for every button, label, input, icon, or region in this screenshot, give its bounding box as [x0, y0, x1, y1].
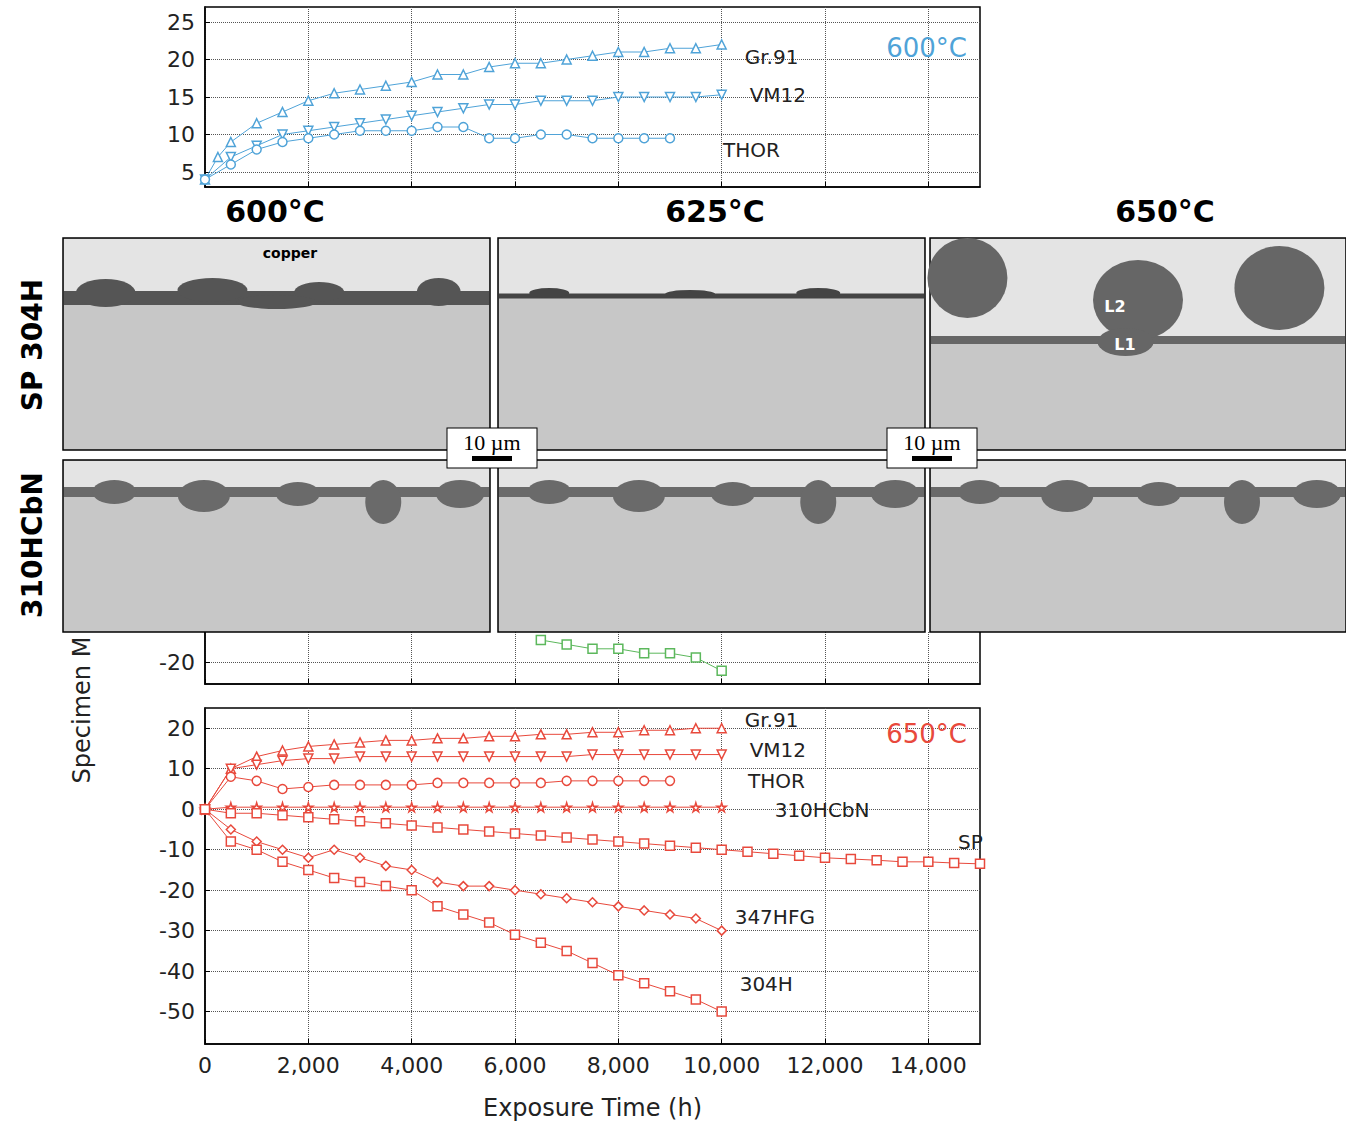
- svg-text:-10: -10: [159, 837, 195, 862]
- svg-text:10 µm: 10 µm: [903, 430, 960, 455]
- svg-text:Gr.91: Gr.91: [745, 45, 799, 69]
- svg-text:SP 304H: SP 304H: [16, 279, 49, 411]
- svg-text:650°C: 650°C: [886, 719, 967, 749]
- svg-text:600°C: 600°C: [886, 33, 967, 63]
- svg-text:-20: -20: [159, 878, 195, 903]
- svg-text:310HCbN: 310HCbN: [775, 798, 870, 822]
- svg-text:-20: -20: [159, 650, 195, 675]
- svg-text:2,000: 2,000: [277, 1053, 340, 1078]
- svg-text:347HFG: 347HFG: [735, 905, 815, 929]
- svg-text:L1: L1: [1114, 335, 1135, 354]
- svg-text:10: 10: [167, 756, 195, 781]
- svg-text:20: 20: [167, 47, 195, 72]
- svg-text:VM12: VM12: [750, 83, 806, 107]
- svg-text:0: 0: [198, 1053, 212, 1078]
- svg-text:14,000: 14,000: [890, 1053, 967, 1078]
- svg-text:20: 20: [167, 716, 195, 741]
- svg-text:25: 25: [167, 10, 195, 35]
- svg-text:10,000: 10,000: [683, 1053, 760, 1078]
- svg-text:310HCbN: 310HCbN: [16, 472, 49, 618]
- svg-text:Gr.91: Gr.91: [745, 708, 799, 732]
- svg-text:SP: SP: [958, 830, 983, 854]
- svg-text:5: 5: [181, 160, 195, 185]
- svg-text:L2: L2: [1104, 297, 1125, 316]
- svg-text:VM12: VM12: [750, 738, 806, 762]
- svg-text:THOR: THOR: [722, 138, 780, 162]
- svg-text:600°C: 600°C: [225, 194, 325, 229]
- svg-text:10: 10: [167, 122, 195, 147]
- svg-text:copper: copper: [263, 245, 317, 261]
- svg-text:6,000: 6,000: [484, 1053, 547, 1078]
- svg-text:12,000: 12,000: [787, 1053, 864, 1078]
- svg-text:0: 0: [181, 797, 195, 822]
- svg-text:650°C: 650°C: [1115, 194, 1215, 229]
- svg-text:10 µm: 10 µm: [463, 430, 520, 455]
- svg-text:15: 15: [167, 85, 195, 110]
- svg-text:8,000: 8,000: [587, 1053, 650, 1078]
- svg-text:Specimen M: Specimen M: [68, 637, 96, 784]
- svg-text:304H: 304H: [740, 972, 793, 996]
- svg-text:-40: -40: [159, 959, 195, 984]
- svg-text:-50: -50: [159, 999, 195, 1024]
- svg-text:-30: -30: [159, 918, 195, 943]
- svg-text:625°C: 625°C: [665, 194, 765, 229]
- svg-text:THOR: THOR: [747, 769, 805, 793]
- svg-text:Exposure Time (h): Exposure Time (h): [483, 1094, 702, 1122]
- svg-text:4,000: 4,000: [380, 1053, 443, 1078]
